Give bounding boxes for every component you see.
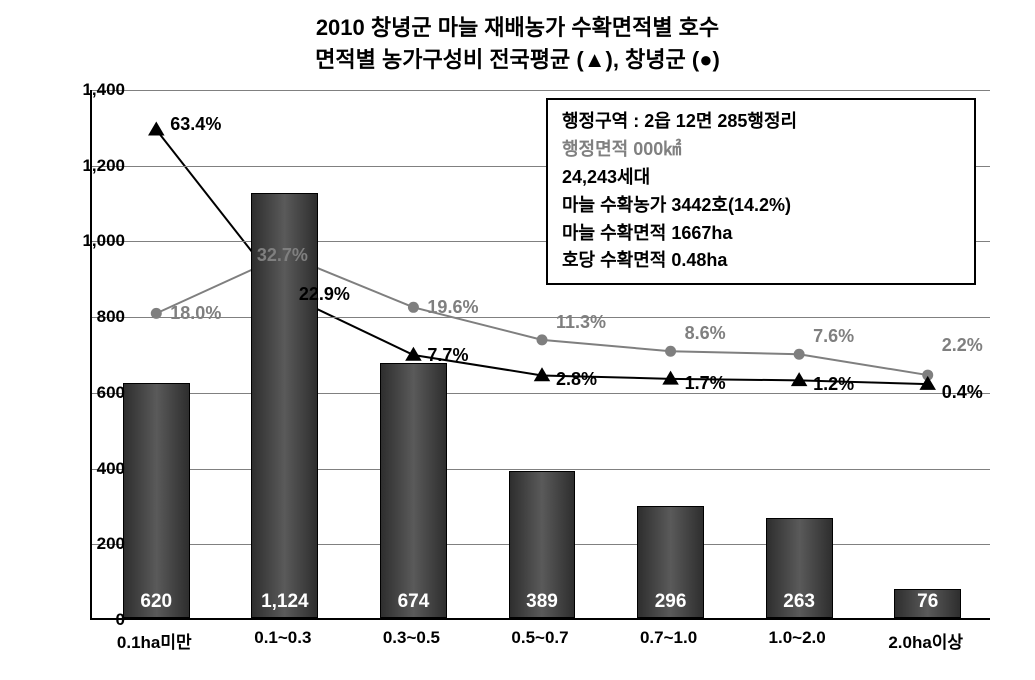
triangle-marker: [662, 371, 679, 385]
x-tick-label: 0.7~1.0: [640, 628, 697, 648]
bar-value-label: 620: [140, 591, 172, 613]
chart-title: 2010 창녕군 마늘 재배농가 수확면적별 호수 면적별 농가구성비 전국평균…: [315, 10, 720, 74]
y-tick-label: 800: [45, 307, 125, 327]
y-tick-label: 1,000: [45, 231, 125, 251]
circle-marker: [922, 370, 933, 381]
bar: 674: [380, 363, 447, 618]
y-tick-label: 1,400: [45, 80, 125, 100]
bar-value-label: 76: [917, 591, 938, 613]
circle-marker: [537, 334, 548, 345]
series-point-label: 0.4%: [942, 382, 983, 403]
gridline: [92, 317, 990, 318]
triangle-marker: [791, 372, 808, 386]
bar: 263: [766, 518, 833, 618]
series-point-label: 11.3%: [556, 312, 606, 333]
series-point-label: 8.6%: [685, 323, 726, 344]
y-tick-label: 0: [45, 610, 125, 630]
bar-value-label: 389: [526, 591, 558, 613]
gridline: [92, 469, 990, 470]
y-tick-label: 1,200: [45, 156, 125, 176]
series-point-label: 63.4%: [170, 114, 221, 135]
bar-value-label: 263: [783, 591, 815, 613]
x-tick-label: 2.0ha이상: [888, 628, 963, 653]
series-point-label: 7.7%: [427, 345, 468, 366]
circle-marker: [794, 349, 805, 360]
title-line-2: 면적별 농가구성비 전국평균 (▲), 창녕군 (●): [315, 42, 720, 74]
bar: 296: [637, 506, 704, 618]
gridline: [92, 90, 990, 91]
bar: 76: [894, 589, 961, 618]
series-point-label: 1.2%: [813, 374, 854, 395]
bar-value-label: 674: [398, 591, 430, 613]
info-line: 마늘 수확면적 1667ha: [562, 220, 960, 248]
info-line: 마늘 수확농가 3442호(14.2%): [562, 192, 960, 220]
triangle-marker: [405, 347, 422, 361]
circle-marker: [408, 302, 419, 313]
series-point-label: 2.2%: [942, 335, 983, 356]
title-line-1: 2010 창녕군 마늘 재배농가 수확면적별 호수: [315, 10, 720, 42]
series-point-label: 32.7%: [257, 245, 308, 266]
bar-value-label: 296: [655, 591, 687, 613]
x-tick-label: 0.5~0.7: [511, 628, 568, 648]
series-point-label: 2.8%: [556, 369, 597, 390]
series-point-label: 19.6%: [427, 297, 478, 318]
y-tick-label: 400: [45, 459, 125, 479]
chart-container: 2010 창녕군 마늘 재배농가 수확면적별 호수 면적별 농가구성비 전국평균…: [0, 0, 1035, 680]
triangle-marker: [148, 122, 165, 136]
y-tick-label: 200: [45, 534, 125, 554]
gridline: [92, 393, 990, 394]
x-tick-label: 1.0~2.0: [769, 628, 826, 648]
series-point-label: 22.9%: [299, 284, 350, 305]
triangle-marker: [919, 376, 936, 390]
info-box: 행정구역 : 2읍 12면 285행정리행정면적 000㎢24,243세대마늘 …: [546, 98, 976, 285]
info-line: 행정구역 : 2읍 12면 285행정리: [562, 108, 960, 136]
circle-marker: [665, 346, 676, 357]
info-line: 행정면적 000㎢: [562, 136, 960, 164]
series-point-label: 7.6%: [813, 326, 854, 347]
info-line: 호당 수확면적 0.48ha: [562, 247, 960, 275]
x-tick-label: 0.3~0.5: [383, 628, 440, 648]
y-tick-label: 600: [45, 383, 125, 403]
bar: 620: [123, 383, 190, 618]
triangle-marker: [534, 367, 551, 381]
x-tick-label: 0.1ha미만: [117, 628, 192, 653]
x-tick-label: 0.1~0.3: [254, 628, 311, 648]
info-line: 24,243세대: [562, 164, 960, 192]
bar: 389: [509, 471, 576, 618]
bar-value-label: 1,124: [261, 591, 309, 613]
series-point-label: 1.7%: [685, 373, 726, 394]
series-point-label: 18.0%: [170, 303, 221, 324]
